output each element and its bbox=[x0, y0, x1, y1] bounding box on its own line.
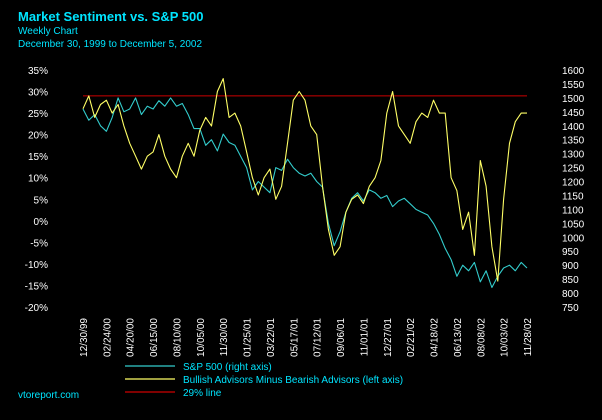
x-tick-label: 11/01/01 bbox=[359, 318, 370, 357]
x-tick-label: 04/20/00 bbox=[126, 318, 137, 357]
x-axis: 12/30/99 02/24/00 04/20/00 06/15/00 08/10/00… bbox=[79, 318, 534, 357]
legend-label: 29% line bbox=[183, 388, 222, 399]
left-tick-label: 0% bbox=[34, 217, 49, 228]
x-tick-label: 10/05/00 bbox=[196, 318, 207, 357]
left-tick-label: 35% bbox=[28, 66, 48, 77]
source-label: vtoreport.com bbox=[18, 390, 79, 401]
x-tick-label: 06/15/00 bbox=[149, 318, 160, 357]
x-tick-label: 01/25/01 bbox=[243, 318, 254, 357]
right-tick-label: 1200 bbox=[562, 178, 585, 189]
right-tick-label: 800 bbox=[562, 289, 579, 300]
right-tick-label: 1150 bbox=[562, 191, 584, 202]
left-tick-label: 15% bbox=[28, 152, 48, 163]
x-tick-label: 02/21/02 bbox=[406, 318, 417, 357]
x-tick-label: 12/27/01 bbox=[383, 318, 394, 357]
plot-area bbox=[82, 78, 528, 289]
right-tick-label: 1600 bbox=[562, 66, 585, 77]
right-tick-label: 1300 bbox=[562, 150, 585, 161]
left-tick-label: -5% bbox=[30, 238, 48, 249]
right-tick-label: 850 bbox=[562, 275, 579, 286]
right-tick-label: 1450 bbox=[562, 108, 585, 119]
chart-date-range: December 30, 1999 to December 5, 2002 bbox=[18, 39, 202, 50]
right-axis: 1600 1550 1500 1450 1400 1350 1300 1250 1200 1150… bbox=[562, 66, 585, 314]
left-tick-label: 20% bbox=[28, 131, 48, 142]
legend-label: Bullish Advisors Minus Bearish Advisors … bbox=[183, 375, 403, 386]
x-tick-label: 03/22/01 bbox=[266, 318, 277, 357]
x-tick-label: 08/10/00 bbox=[172, 318, 183, 357]
legend-label: S&P 500 (right axis) bbox=[183, 362, 272, 373]
right-tick-label: 1050 bbox=[562, 219, 585, 230]
left-tick-label: -10% bbox=[25, 260, 48, 271]
left-tick-label: 25% bbox=[28, 109, 48, 120]
left-tick-label: 5% bbox=[34, 195, 49, 206]
x-tick-label: 06/13/02 bbox=[453, 318, 464, 357]
x-tick-label: 09/06/01 bbox=[336, 318, 347, 357]
right-tick-label: 1000 bbox=[562, 233, 585, 244]
x-tick-label: 07/12/01 bbox=[313, 318, 324, 357]
x-tick-label: 04/18/02 bbox=[430, 318, 441, 357]
right-tick-label: 1550 bbox=[562, 80, 585, 91]
x-tick-label: 11/30/00 bbox=[219, 318, 230, 357]
x-tick-label: 11/28/02 bbox=[523, 318, 534, 357]
legend: S&P 500 (right axis) Bullish Advisors Min… bbox=[125, 362, 403, 399]
left-tick-label: -20% bbox=[25, 303, 48, 314]
chart-subtitle: Weekly Chart bbox=[18, 26, 78, 37]
left-tick-label: -15% bbox=[25, 281, 48, 292]
right-tick-label: 1250 bbox=[562, 164, 585, 175]
right-tick-label: 1400 bbox=[562, 122, 585, 133]
x-tick-label: 10/03/02 bbox=[500, 318, 511, 357]
chart-title: Market Sentiment vs. S&P 500 bbox=[18, 9, 203, 24]
x-tick-label: 08/08/02 bbox=[476, 318, 487, 357]
left-tick-label: 10% bbox=[28, 174, 48, 185]
advisors-spread-line bbox=[82, 78, 527, 282]
left-axis: 35% 30% 25% 20% 15% 10% 5% 0% -5% -10% -15% -20% bbox=[25, 66, 48, 314]
right-tick-label: 1500 bbox=[562, 94, 585, 105]
sp500-line bbox=[82, 97, 528, 289]
right-tick-label: 750 bbox=[562, 303, 579, 314]
x-tick-label: 02/24/00 bbox=[102, 318, 113, 357]
x-tick-label: 12/30/99 bbox=[79, 318, 90, 357]
right-tick-label: 1100 bbox=[562, 205, 584, 216]
right-tick-label: 950 bbox=[562, 247, 579, 258]
left-tick-label: 30% bbox=[28, 88, 48, 99]
right-tick-label: 1350 bbox=[562, 136, 585, 147]
right-tick-label: 900 bbox=[562, 261, 579, 272]
x-tick-label: 05/17/01 bbox=[289, 318, 300, 357]
